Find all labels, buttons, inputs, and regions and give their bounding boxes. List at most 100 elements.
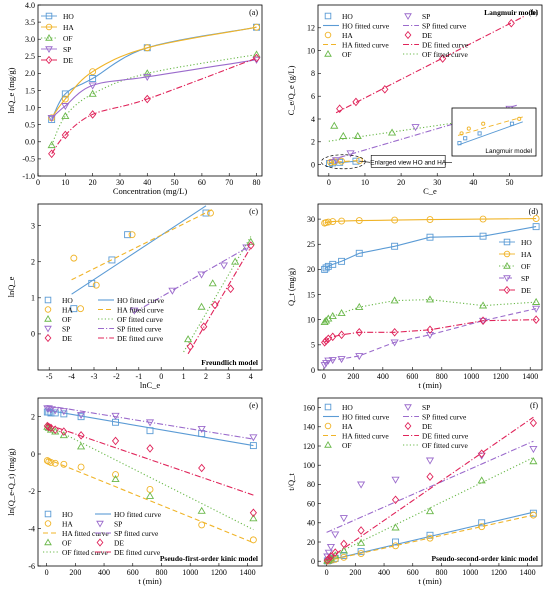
data-point-DE [439,54,447,63]
series-HA [48,23,260,122]
x-tick-label: 600 [407,568,419,577]
series-HA [43,457,257,544]
y-tick-label: 0 [31,450,35,459]
data-point-DE [323,555,331,565]
data-point-SP [425,457,435,465]
data-point-DE [48,149,56,159]
fit-line-SP [326,440,534,533]
legend-label-OF: OF [63,34,73,43]
y-tick-label: -6 [28,562,35,571]
data-point-DE [479,316,487,326]
fit-line-HA [46,458,254,544]
y-tick-label: 25 [307,240,315,249]
data-point-HO [478,519,486,527]
series-OF [47,50,261,149]
data-point-HA [338,157,345,165]
data-point-SP [331,531,340,539]
legend-label-HO: HO fitted curve [342,21,390,30]
panel-label: (c) [249,207,258,216]
data-point-SP [44,405,53,413]
model-title: Pseudo-first-order kinic model [160,554,258,563]
legend: HO HA OF SP DE [41,12,74,65]
inset-point-HO [463,136,468,141]
legend-label-OF: OF fitted curve [62,548,108,557]
legend-label-HO: HO [63,12,74,21]
y-tick-label: 20 [307,265,315,274]
legend-label-HO: HO [342,403,353,412]
fit-line-HA [71,208,213,281]
x-tick-label: 0 [159,372,163,381]
data-point-SP [59,408,68,416]
y-tick-label: 60 [307,499,315,508]
x-tick-label: 400 [98,568,110,577]
data-point-DE [198,463,206,473]
data-point-OF [61,111,70,120]
legend-label-HA: HA [342,31,353,40]
data-point-DE [381,85,389,94]
y-tick-label: 1.5 [25,86,35,95]
data-point-SP [219,262,229,270]
series-OF [320,295,541,326]
data-point-DE [77,431,85,440]
data-point-DE [357,526,365,535]
data-point-OF [353,131,362,139]
data-point-DE [391,495,400,505]
x-tick-label: 1000 [462,568,478,577]
data-point-SP [411,124,420,132]
data-point-HA [340,553,348,561]
y-tick-label: 30 [307,215,315,224]
fit-line-OF [326,457,534,559]
data-point-SP [143,73,152,82]
data-point-SP [532,305,541,313]
legend-label-SP: SP [114,519,122,528]
legend: HO HO fitted curve HA HA fitted curve OF OF f… [44,296,165,343]
legend-label-DE: DE [422,422,432,431]
panel-label: (f) [530,401,538,410]
data-point-OF [387,128,397,136]
y-axis-label: t/Q_t [286,473,296,491]
data-point-OF [355,302,364,310]
y-tick-label: 1.0 [25,103,35,112]
x-tick-label: 1000 [463,372,479,381]
legend-marker-DE [503,285,511,295]
data-point-DE [47,423,55,433]
x-tick-label: -5 [46,372,53,381]
y-tick-label: -1.0 [22,172,35,181]
series-line-DE [324,319,537,343]
legend-marker-HA [324,31,332,39]
data-point-HO [60,410,68,418]
x-tick-label: 800 [436,372,448,381]
data-point-OF [425,295,435,303]
x-tick-label: 200 [347,372,359,381]
y-tick-label: 10 [307,46,315,55]
data-point-HA [478,523,486,531]
series-SP [130,244,252,315]
panel-c: -5 -4 -3 -2 -1 0 1 2 3 4 0 1 2 3 lnC_e lnQ_e (c) Freundli… [6,203,263,390]
y-tick-label: 10 [307,315,315,324]
data-point-SP [356,481,366,489]
y-axis-label: C_e/Q_e (g/L) [286,65,296,115]
data-point-HO [249,442,257,450]
y-tick-label: 140 [303,423,315,432]
data-point-DE [60,427,68,436]
data-point-HO [529,509,537,517]
legend-label-HO: HO fitted curve [114,510,162,519]
data-point-HO [51,409,59,417]
y-axis-label: lnQ_e (mg/g) [6,67,16,113]
data-point-DE [89,110,97,119]
series-HO [48,23,260,124]
y-tick-label: 12 [307,24,315,33]
data-point-OF [356,538,366,546]
data-point-OF [322,316,331,324]
plot-frame [317,203,543,371]
data-point-SP [326,543,336,551]
data-point-DE [252,53,261,63]
legend-label-DE: DE [114,538,124,547]
x-tick-label: 3 [226,372,230,381]
y-tick-label: 2 [31,412,35,421]
fit-line-DE [335,15,525,114]
data-point-SP [249,434,258,442]
data-point-DE [211,300,219,310]
data-point-DE [532,315,540,324]
data-point-SP [88,82,97,90]
